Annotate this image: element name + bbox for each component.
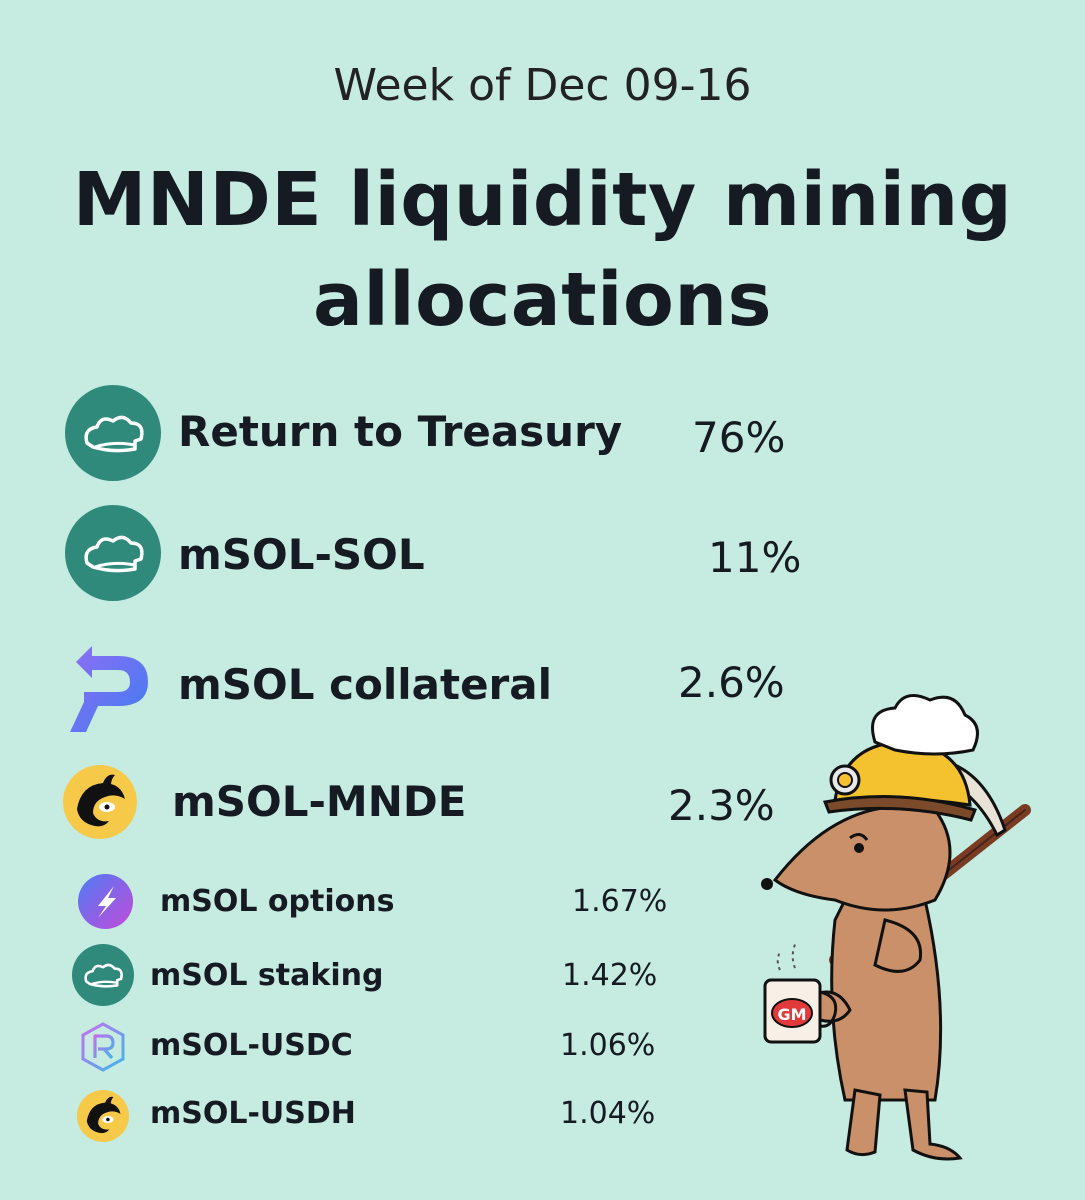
mug-gm-text: GM [777, 1005, 806, 1024]
allocation-label: mSOL-USDC [150, 1028, 353, 1063]
marinade-chef-hat-icon [72, 944, 134, 1006]
allocation-label: Return to Treasury [178, 407, 623, 456]
allocation-row-msol-usdh: mSOL-USDH 1.04% [0, 1088, 1085, 1144]
marinade-chef-hat-icon [65, 385, 161, 481]
allocation-label: mSOL-MNDE [172, 777, 467, 826]
miner-mole-mascot-icon: GM [761, 694, 1031, 1161]
week-subtitle: Week of Dec 09-16 [333, 60, 752, 111]
allocation-label: mSOL options [160, 884, 395, 919]
allocation-percent: 1.67% [572, 884, 668, 919]
allocation-row-return-to-treasury: Return to Treasury 76% [0, 385, 1085, 485]
allocation-row-msol-staking: mSOL staking 1.42% [0, 944, 1085, 1006]
allocation-label: mSOL collateral [178, 660, 553, 709]
allocation-percent: 1.04% [560, 1096, 656, 1131]
allocation-row-msol-usdc: mSOL-USDC 1.06% [0, 1020, 1085, 1076]
allocation-percent: 76% [692, 413, 786, 462]
orca-whale-icon [63, 765, 137, 839]
marinade-chef-hat-icon [65, 505, 161, 601]
page-title: MNDE liquidity mining allocations [0, 150, 1085, 350]
allocation-row-msol-sol: mSOL-SOL 11% [0, 505, 1085, 605]
title-line-2: allocations [312, 257, 773, 343]
allocation-row-msol-collateral: mSOL collateral 2.6% [0, 640, 1085, 740]
title-line-1: MNDE liquidity mining [72, 157, 1013, 243]
lightning-bolt-icon [78, 874, 133, 929]
allocation-percent: 1.42% [562, 958, 658, 993]
port-finance-p-icon [70, 646, 148, 732]
allocation-percent: 2.3% [668, 781, 775, 830]
allocation-label: mSOL-USDH [150, 1096, 356, 1131]
allocation-percent: 11% [708, 533, 802, 582]
allocation-percent: 1.06% [560, 1028, 656, 1063]
allocation-row-msol-options: mSOL options 1.67% [0, 872, 1085, 932]
allocation-row-msol-mnde: mSOL-MNDE 2.3% [0, 765, 1085, 845]
raydium-r-icon [81, 1022, 125, 1072]
orca-whale-icon [77, 1090, 129, 1142]
allocation-label: mSOL staking [150, 958, 384, 993]
allocation-percent: 2.6% [678, 658, 785, 707]
allocation-label: mSOL-SOL [178, 530, 425, 579]
